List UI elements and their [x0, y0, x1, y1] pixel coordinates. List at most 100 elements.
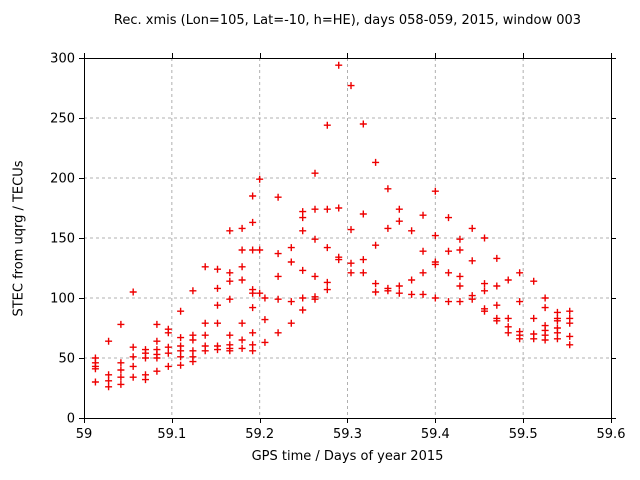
data-point-marker — [481, 287, 489, 295]
data-point-marker — [105, 371, 113, 379]
data-point-marker — [249, 246, 257, 254]
data-point-marker — [456, 246, 464, 254]
data-point-marker — [468, 295, 476, 303]
x-tick-label: 59.2 — [245, 427, 274, 442]
data-point-marker — [214, 346, 222, 354]
data-point-marker — [226, 227, 234, 235]
data-point-marker — [117, 366, 125, 374]
data-point-marker — [566, 332, 574, 340]
data-point-marker — [226, 277, 234, 285]
data-point-marker — [189, 347, 197, 355]
data-point-marker — [566, 319, 574, 327]
data-point-marker — [256, 246, 264, 254]
plot-border — [84, 58, 612, 419]
data-point-marker — [408, 227, 416, 235]
data-point-marker — [201, 347, 209, 355]
data-point-marker — [311, 235, 319, 243]
data-point-marker — [323, 286, 331, 294]
data-point-marker — [226, 295, 234, 303]
data-point-marker — [177, 334, 185, 342]
data-point-marker — [261, 338, 269, 346]
data-point-marker — [553, 308, 561, 316]
data-point-marker — [226, 269, 234, 277]
y-tick-label: 250 — [50, 112, 75, 127]
data-point-marker — [274, 272, 282, 280]
data-point-marker — [299, 294, 307, 302]
chart-title: Rec. xmis (Lon=105, Lat=-10, h=HE), days… — [113, 13, 582, 28]
data-point-marker — [335, 61, 343, 69]
data-point-marker — [177, 307, 185, 315]
data-point-marker — [238, 246, 246, 254]
data-point-marker — [372, 158, 380, 166]
data-point-marker — [456, 282, 464, 290]
data-point-marker — [493, 301, 501, 309]
data-point-marker — [214, 265, 222, 273]
data-point-marker — [226, 331, 234, 339]
data-point-marker — [419, 290, 427, 298]
data-point-marker — [323, 121, 331, 129]
data-point-marker — [91, 365, 99, 373]
data-point-marker — [530, 335, 538, 343]
data-point-marker — [335, 256, 343, 264]
data-point-marker — [117, 359, 125, 367]
data-point-marker — [299, 266, 307, 274]
data-point-marker — [117, 320, 125, 328]
data-point-marker — [201, 331, 209, 339]
data-point-marker — [431, 232, 439, 240]
data-point-marker — [261, 316, 269, 324]
data-point-marker — [164, 329, 172, 337]
data-point-marker — [249, 341, 257, 349]
data-point-marker — [359, 256, 367, 264]
data-point-marker — [530, 277, 538, 285]
data-point-marker — [481, 280, 489, 288]
data-point-marker — [516, 269, 524, 277]
x-tick-label: 59.6 — [597, 427, 626, 442]
data-point-marker — [323, 278, 331, 286]
data-point-marker — [493, 254, 501, 262]
data-point-marker — [530, 314, 538, 322]
y-tick-label: 300 — [50, 52, 75, 67]
data-point-marker — [359, 210, 367, 218]
data-point-marker — [129, 288, 137, 296]
data-point-marker — [117, 373, 125, 381]
data-point-marker — [541, 336, 549, 344]
data-point-marker — [299, 306, 307, 314]
data-point-marker — [274, 250, 282, 258]
data-point-marker — [395, 282, 403, 290]
data-point-marker — [141, 376, 149, 384]
data-point-marker — [516, 298, 524, 306]
data-point-marker — [164, 349, 172, 357]
data-point-marker — [238, 263, 246, 271]
data-point-marker — [287, 319, 295, 327]
data-point-marker — [153, 367, 161, 375]
y-tick-label: 0 — [67, 412, 75, 427]
data-point-marker — [359, 120, 367, 128]
data-point-marker — [91, 378, 99, 386]
data-point-marker — [553, 317, 561, 325]
data-point-marker — [456, 235, 464, 243]
y-tick-label: 150 — [50, 232, 75, 247]
data-point-marker — [141, 354, 149, 362]
data-point-marker — [384, 185, 392, 193]
data-point-marker — [153, 354, 161, 362]
data-point-marker — [516, 335, 524, 343]
data-point-marker — [431, 187, 439, 195]
data-point-marker — [445, 298, 453, 306]
data-point-marker — [372, 280, 380, 288]
data-point-marker — [164, 343, 172, 351]
data-point-marker — [261, 294, 269, 302]
data-point-marker — [395, 205, 403, 213]
data-point-marker — [189, 287, 197, 295]
data-point-marker — [249, 347, 257, 355]
data-point-marker — [249, 218, 257, 226]
data-point-marker — [129, 373, 137, 381]
data-point-marker — [238, 344, 246, 352]
data-point-marker — [299, 227, 307, 235]
data-point-marker — [129, 362, 137, 370]
data-point-marker — [201, 319, 209, 327]
data-point-marker — [299, 214, 307, 222]
data-point-marker — [541, 294, 549, 302]
data-point-marker — [238, 336, 246, 344]
